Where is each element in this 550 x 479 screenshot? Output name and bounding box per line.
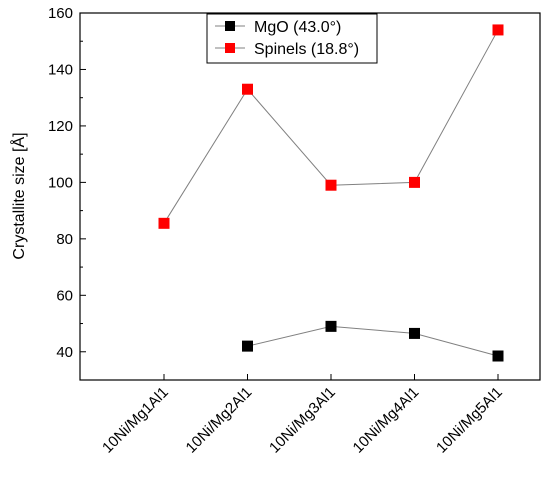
y-tick-label-40: 40 <box>56 344 73 361</box>
series-0-point-4 <box>492 350 504 362</box>
series-layer <box>158 24 504 362</box>
series-1-point-4 <box>492 24 504 36</box>
y-tick-label-80: 80 <box>56 231 73 248</box>
y-tick-label-120: 120 <box>48 118 73 135</box>
legend-marker-spinels <box>225 43 235 53</box>
x-tick-label-2: 10Ni/Mg3Al1 <box>266 384 339 457</box>
series-0-line <box>247 325 499 357</box>
x-tick-label-3: 10Ni/Mg4Al1 <box>350 384 423 457</box>
y-axis: 40 60 80 100 120 140 160 <box>48 5 86 381</box>
y-tick-label-160: 160 <box>48 5 73 22</box>
legend-marker-mgo <box>225 21 235 31</box>
y-tick-label-140: 140 <box>48 61 73 78</box>
series-0 <box>242 320 504 362</box>
series-0-point-2 <box>325 320 337 332</box>
legend-label-mgo: MgO (43.0°) <box>254 19 341 36</box>
legend-item-spinels: Spinels (18.8°) <box>215 41 359 58</box>
legend-label-spinels: Spinels (18.8°) <box>254 41 359 58</box>
x-axis: 10Ni/Mg1Al1 10Ni/Mg2Al1 10Ni/Mg3Al1 10Ni/Mg… <box>99 374 506 457</box>
legend-box <box>206 13 378 64</box>
series-0-point-3 <box>409 327 420 339</box>
legend-item-mgo: MgO (43.0°) <box>215 19 341 36</box>
series-1-point-3 <box>409 176 420 188</box>
x-tick-label-1: 10Ni/Mg2Al1 <box>183 384 256 457</box>
x-tick-label-4: 10Ni/Mg5Al1 <box>433 384 506 457</box>
y-tick-label-100: 100 <box>48 174 73 191</box>
series-1-point-1 <box>242 83 253 95</box>
plot-frame <box>79 12 541 381</box>
x-tick-label-0: 10Ni/Mg1Al1 <box>99 384 172 457</box>
series-1-point-2 <box>325 179 337 191</box>
legend: MgO (43.0°) Spinels (18.8°) <box>206 13 378 64</box>
series-1-point-0 <box>158 217 170 229</box>
y-axis-title: Crystallite size [Å] <box>9 132 28 259</box>
series-0-point-1 <box>242 340 253 352</box>
series-1 <box>158 24 504 229</box>
y-tick-label-60: 60 <box>56 287 73 304</box>
